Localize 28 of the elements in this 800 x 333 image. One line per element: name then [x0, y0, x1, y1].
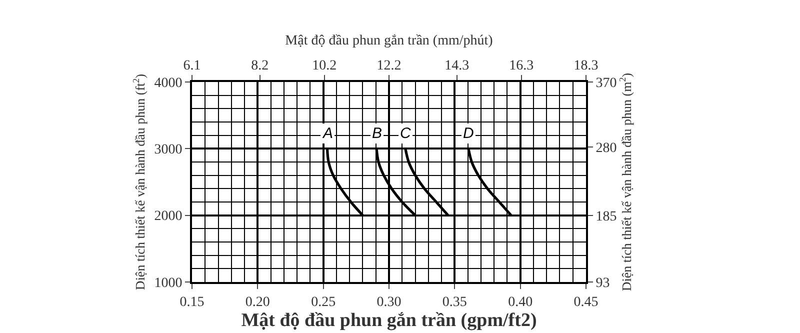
y-tick-label: 1000 [154, 276, 182, 291]
x-axis-title: Mật độ đầu phun gắn trần (gpm/ft2) [241, 310, 537, 331]
y2-tick-label: 93 [596, 276, 610, 291]
x2-axis-title: Mật độ đầu phun gắn trần (mm/phút) [285, 34, 494, 48]
x2-tick-label: 14.3 [444, 58, 470, 74]
y-tick-label: 4000 [154, 76, 182, 91]
x-tick-label: 0.35 [442, 294, 467, 310]
x-tick-label: 0.40 [508, 294, 533, 310]
series-label: C [400, 125, 411, 142]
x2-tick-label: 18.3 [574, 58, 598, 74]
x2-tick-label: 10.2 [312, 58, 337, 74]
x2-tick-label: 8.2 [251, 58, 269, 74]
x-tick-label: 0.45 [574, 294, 598, 310]
y-tick-label: 2000 [154, 209, 182, 224]
x-tick-label: 0.20 [245, 294, 270, 310]
y2-tick-label: 185 [596, 209, 617, 224]
y2-tick-label: 280 [596, 140, 617, 156]
x-tick-label: 0.30 [376, 294, 402, 310]
y2-tick-label: 370 [596, 76, 617, 91]
x2-tick-label: 12.2 [376, 58, 402, 74]
y-tick-label: 3000 [154, 142, 182, 158]
x2-tick-label: 16.3 [509, 58, 534, 74]
series-label: A [322, 125, 334, 142]
series-label: B [372, 125, 382, 142]
x-tick-label: 0.25 [311, 294, 336, 310]
series-label: D [463, 125, 474, 142]
x-tick-label: 0.15 [180, 294, 204, 310]
x2-tick-label: 6.1 [183, 58, 201, 74]
